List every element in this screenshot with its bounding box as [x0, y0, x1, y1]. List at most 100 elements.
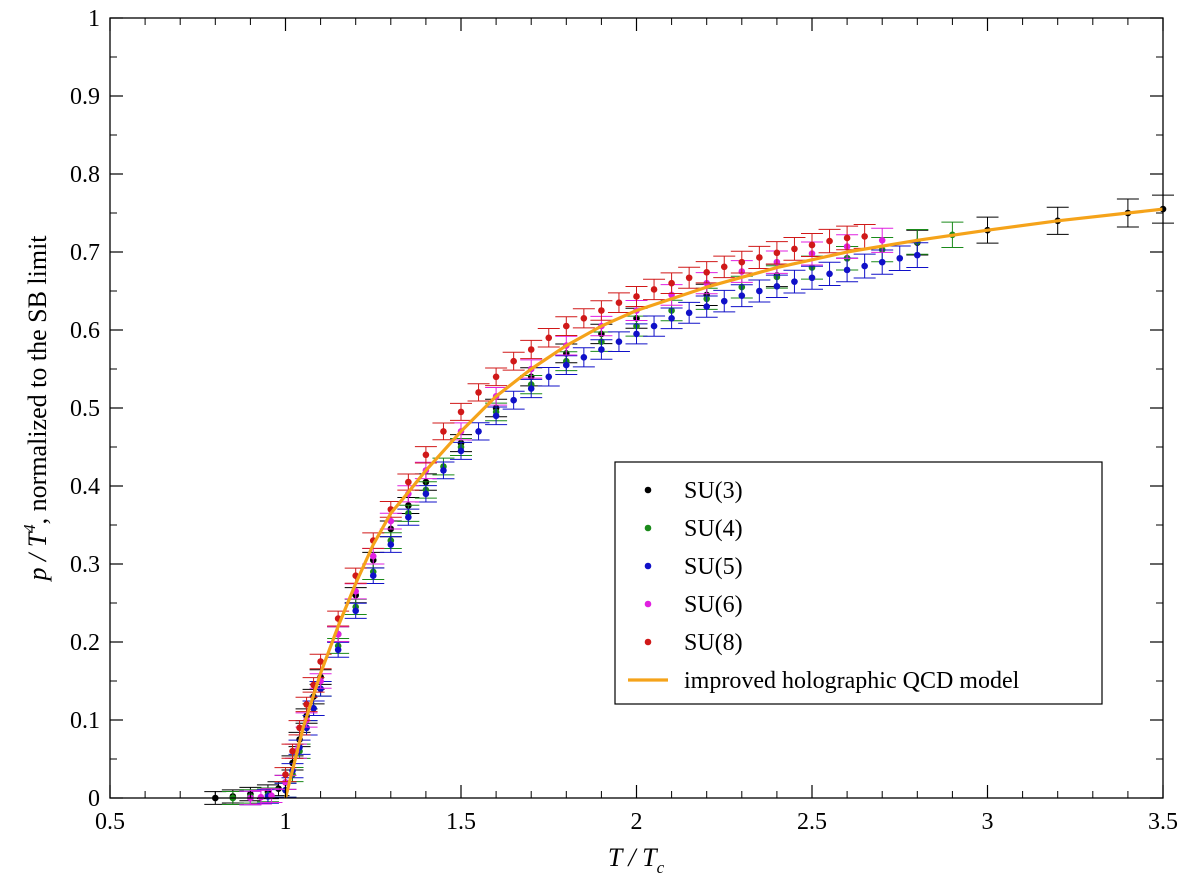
y-tick-label: 0.6 [70, 318, 100, 344]
data-point [650, 286, 658, 293]
data-point [843, 234, 851, 242]
data-point [405, 513, 412, 521]
data-point [703, 303, 710, 310]
data-point [580, 354, 588, 361]
data-point [352, 607, 360, 615]
data-point [668, 279, 675, 287]
data-point [668, 315, 675, 322]
data-point [843, 266, 851, 274]
x-tick-label: 1 [280, 809, 292, 835]
y-tick-label: 0.5 [70, 396, 100, 422]
data-point [289, 747, 296, 755]
legend-marker [644, 486, 652, 494]
series-line-improved-holographic-qcd-model [283, 207, 1164, 799]
data-point [720, 263, 728, 271]
data-point [598, 346, 605, 353]
data-point [527, 385, 535, 392]
data-point [369, 572, 377, 579]
data-point [738, 292, 746, 299]
y-tick-label: 1 [88, 6, 100, 32]
legend: SU(3) SU(4) SU(5) SU(6) SU(8) improved hologr… [614, 461, 1103, 705]
legend-marker [644, 638, 652, 646]
legend-box [614, 461, 1103, 705]
y-tick-label: 0.4 [70, 474, 100, 500]
x-axis-label: T / Tc [608, 843, 665, 876]
ticks-layer: 0.5 1 1.5 2 2.5 3 3.5 0 0.1 0.2 0.3 0.4 0.5 0.6 0.7 0.8… [70, 6, 1178, 835]
y-tick-label: 0.2 [70, 630, 100, 656]
data-point [598, 307, 605, 314]
y-axis-label: p / T4, normalized to the SB limit [20, 235, 52, 583]
data-point [791, 245, 798, 253]
data-point [422, 490, 430, 498]
data-point [422, 451, 430, 459]
data-point [826, 237, 833, 245]
data-point [896, 254, 904, 262]
data-point [685, 309, 693, 317]
x-tick-label: 1.5 [446, 809, 476, 835]
data-point [475, 389, 482, 396]
data-point [475, 428, 482, 435]
data-point [878, 258, 886, 266]
data-point [369, 552, 377, 560]
data-point [268, 792, 275, 799]
x-tick-label: 3.5 [1148, 809, 1178, 835]
data-point [615, 299, 623, 307]
data-point [527, 346, 535, 353]
data-point [773, 249, 781, 257]
data-point [303, 701, 310, 708]
y-tick-label: 0.1 [70, 708, 100, 734]
data-point [826, 270, 833, 278]
data-point [387, 541, 395, 548]
data-point [282, 771, 289, 778]
data-point [878, 237, 886, 244]
data-point [510, 396, 517, 404]
y-tick-label: 0.9 [70, 84, 100, 110]
y-tick-label: 0.7 [70, 240, 100, 266]
legend-marker [644, 600, 652, 608]
legend-marker [644, 562, 652, 570]
data-point [861, 262, 868, 270]
data-point [310, 705, 317, 712]
data-point [510, 357, 517, 365]
legend-label: SU(4) [684, 516, 743, 542]
legend-label: SU(5) [684, 554, 743, 580]
series-su-8 [274, 223, 876, 783]
data-point [791, 278, 798, 285]
legend-label: SU(8) [684, 630, 743, 656]
data-point [650, 322, 658, 330]
data-point [685, 274, 693, 282]
data-point [282, 779, 289, 786]
data-point [808, 274, 816, 282]
data-point [703, 268, 710, 276]
data-point [440, 467, 447, 474]
data-point [317, 658, 324, 665]
x-tick-label: 3 [982, 809, 994, 835]
data-point [405, 478, 412, 486]
data-point [440, 428, 447, 435]
data-point [756, 287, 763, 295]
data-point [580, 315, 588, 322]
data-point [545, 373, 553, 381]
data-point [492, 412, 500, 420]
y-tick-label: 0.3 [70, 552, 100, 578]
data-point [334, 646, 342, 654]
plot-frame [109, 17, 1164, 799]
data-point [257, 793, 265, 801]
data-point [756, 254, 763, 261]
data-point [633, 293, 640, 300]
legend-label: SU(3) [684, 478, 743, 504]
x-tick-label: 2 [631, 809, 643, 835]
data-point [457, 447, 465, 455]
legend-label: improved holographic QCD model [684, 668, 1020, 694]
data-point [545, 334, 553, 342]
x-tick-label: 2.5 [797, 809, 827, 835]
data-point [492, 373, 500, 381]
data-point [808, 241, 816, 249]
legend-label: SU(6) [684, 592, 743, 618]
y-tick-label: 0.8 [70, 162, 100, 188]
series-layer [204, 194, 1174, 806]
data-point [738, 258, 746, 266]
data-point [457, 408, 465, 416]
